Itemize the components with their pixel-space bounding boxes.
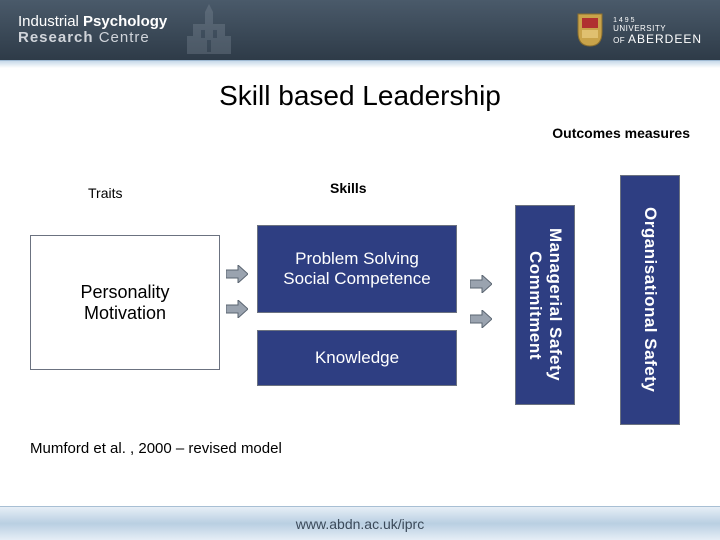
skills1-line2: Social Competence bbox=[283, 269, 430, 289]
organisational-safety-box: Organisational Safety bbox=[620, 175, 680, 425]
univ-year: 1 4 9 5 bbox=[613, 17, 634, 24]
citation-text: Mumford et al. , 2000 – revised model bbox=[30, 440, 282, 457]
logo-word-centre: Centre bbox=[99, 29, 150, 46]
skills-box-problem-solving: Problem Solving Social Competence bbox=[257, 225, 457, 313]
iprc-logo-text: Industrial Psychology Research Centre bbox=[18, 14, 167, 47]
traits-line1: Personality bbox=[80, 282, 169, 303]
university-text: 1 4 9 5 UNIVERSITY OF ABERDEEN bbox=[613, 14, 702, 47]
skills2-text: Knowledge bbox=[315, 348, 399, 368]
footer-bar: www.abdn.ac.uk/iprc bbox=[0, 506, 720, 540]
univ-line-of-aberdeen: OF ABERDEEN bbox=[613, 33, 702, 46]
university-logo: 1 4 9 5 UNIVERSITY OF ABERDEEN bbox=[575, 12, 702, 48]
slide-title: Skill based Leadership bbox=[0, 80, 720, 112]
univ-word-of: OF bbox=[613, 36, 625, 45]
logo-line1: Industrial Psychology bbox=[18, 14, 167, 31]
crest-icon bbox=[575, 12, 605, 48]
logo-word-research: Research bbox=[18, 29, 94, 46]
header-band bbox=[0, 60, 720, 68]
mgr-line2: Commitment bbox=[526, 251, 545, 360]
skills1-line1: Problem Solving bbox=[295, 249, 419, 269]
logo-word-industrial: Industrial bbox=[18, 13, 79, 30]
arrow-icon bbox=[226, 265, 248, 283]
header-left: Industrial Psychology Research Centre bbox=[18, 4, 237, 56]
univ-line1: 1 4 9 5 bbox=[613, 14, 702, 25]
outcomes-label: Outcomes measures bbox=[552, 125, 690, 141]
managerial-safety-box: Managerial Safety Commitment bbox=[515, 205, 575, 405]
header-bar: Industrial Psychology Research Centre bbox=[0, 0, 720, 60]
traits-line2: Motivation bbox=[84, 303, 166, 324]
skills-label: Skills bbox=[330, 180, 367, 196]
arrow-icon bbox=[470, 275, 492, 293]
org-text: Organisational Safety bbox=[640, 207, 660, 392]
traits-label: Traits bbox=[88, 185, 122, 201]
footer-url: www.abdn.ac.uk/iprc bbox=[296, 516, 424, 532]
arrow-icon bbox=[226, 300, 248, 318]
building-watermark-icon bbox=[181, 4, 237, 56]
skills-box-knowledge: Knowledge bbox=[257, 330, 457, 386]
univ-word-aberdeen: ABERDEEN bbox=[628, 32, 702, 46]
logo-word-psychology: Psychology bbox=[83, 13, 167, 30]
arrow-icon bbox=[470, 310, 492, 328]
mgr-text: Managerial Safety Commitment bbox=[525, 228, 565, 381]
logo-line2: Research Centre bbox=[18, 30, 167, 47]
traits-box: Personality Motivation bbox=[30, 235, 220, 370]
mgr-line1: Managerial Safety bbox=[546, 228, 565, 381]
